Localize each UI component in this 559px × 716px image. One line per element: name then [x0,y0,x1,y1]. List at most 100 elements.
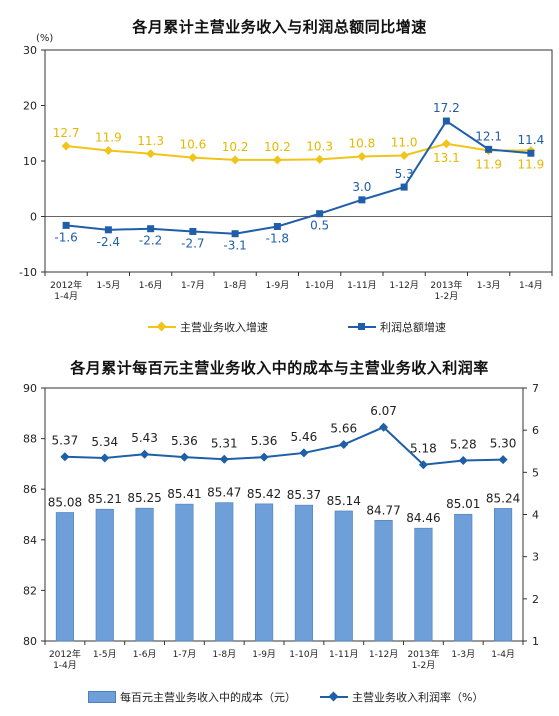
cost-bar-data-label-6: 85.37 [287,488,321,502]
growth-chart-panel: 各月累计主营业务收入与利润总额同比增速 (%) -10 0 10 20 30 2012年 1… [0,0,559,345]
margin-y2-tick-label-6: 7 [532,382,539,395]
growth-series-1-point-3 [189,227,197,235]
growth-series-1-data-label-9: 17.2 [433,101,460,115]
growth-series-0-point-6 [315,154,325,164]
cost-bar-11 [494,508,513,642]
growth-series-1-data-label-10: 12.1 [475,129,502,143]
growth-chart-svg: -10 0 10 20 30 2012年 1-4月 1-5月 1-6月 1-7月 1-8月 1-9月 1… [19,44,553,302]
growth-series-1-point-0 [62,221,70,229]
cost-x-tick-label-11: 1-4月 [491,649,515,660]
growth-series-0-point-3 [188,153,198,163]
cost-bar-7 [334,510,353,642]
margin-data-label-11: 5.30 [490,437,517,451]
legend-profit-margin-label: 主营业务收入利润率（%） [352,691,484,704]
growth-series-0-data-label-2: 11.3 [137,134,164,148]
margin-point-7 [339,440,349,450]
margin-y2-tick-label-2: 3 [532,551,539,564]
cost-bar-3 [175,503,194,642]
margin-line [64,426,504,466]
margin-point-5 [259,452,269,462]
growth-series-1-data-label-0: -1.6 [54,230,77,244]
growth-chart-title: 各月累计主营业务收入与利润总额同比增速 [132,18,427,36]
cost-y-tick-label-3: 86 [23,483,37,496]
growth-series-1-point-6 [316,210,324,218]
growth-series-1-data-label-7: 3.0 [352,180,371,194]
growth-series-1-point-4 [231,230,239,238]
growth-series-1-point-11 [527,149,535,157]
cost-bar-5 [255,503,274,642]
growth-series-1-point-9 [442,117,450,125]
legend-profit-growth: 利润总额增速 [348,319,446,335]
growth-x-tick-label-11: 1-4月 [519,280,543,291]
margin-point-9 [418,460,428,470]
growth-series-1-point-10 [485,145,493,153]
growth-series-0-data-label-6: 10.3 [306,139,333,153]
growth-series-0-data-label-7: 10.8 [349,137,376,151]
cost-bar-data-label-11: 85.24 [486,491,520,505]
growth-x-tick-label-2: 1-6月 [139,280,163,291]
growth-series-1-point-7 [358,196,366,204]
legend-profit-growth-label: 利润总额增速 [380,321,446,334]
cost-x-tick-label-8: 1-12月 [369,649,398,660]
legend-bar-swatch [88,691,116,703]
legend-revenue-growth: 主营业务收入增速 [148,319,268,335]
growth-x-tick-label-7: 1-11月 [347,280,376,291]
growth-x-tick-label-9: 2013年 1-2月 [430,279,462,302]
growth-y-tick-label-4: 30 [23,44,37,57]
growth-series-0-data-label-11: 11.9 [518,157,545,171]
margin-data-label-10: 5.28 [450,438,477,452]
cost-x-tick-label-4: 1-8月 [212,649,236,660]
growth-series-0-data-label-9: 13.1 [433,151,460,165]
growth-series-0-data-label-10: 11.9 [475,157,502,171]
cost-y-tick-label-0: 80 [23,635,37,648]
growth-series-0-point-7 [357,152,367,162]
margin-data-label-5: 5.36 [251,434,278,448]
growth-x-tick-label-5: 1-9月 [266,280,290,291]
growth-y-tick-label-1: 0 [30,211,37,224]
cost-x-tick-label-1: 1-5月 [93,649,117,660]
cost-bar-data-label-10: 85.01 [446,497,480,511]
growth-series-1-data-label-4: -3.1 [223,239,246,253]
cost-x-tick-label-9: 2013年 1-2月 [407,648,439,671]
growth-series-1-data-label-3: -2.7 [181,236,204,250]
cost-margin-chart-panel: 各月累计每百元主营业务收入中的成本与主营业务收入利润率 80 82 84 86 88 90… [0,345,559,716]
cost-x-tick-label-6: 1-10月 [289,649,318,660]
margin-point-0 [60,452,70,462]
cost-bar-1 [95,508,114,642]
cost-bar-4 [215,502,234,642]
margin-data-label-1: 5.34 [91,435,118,449]
growth-series-0-data-label-4: 10.2 [222,140,249,154]
margin-y2-tick-label-1: 2 [532,593,539,606]
cost-bar-6 [294,504,313,642]
legend-cost-per-hundred-label: 每百元主营业务收入中的成本（元） [120,691,296,704]
growth-series-1-data-label-8: 5.3 [395,167,414,181]
cost-y-tick-label-5: 90 [23,382,37,395]
cost-y-tick-label-1: 82 [23,584,37,597]
growth-x-tick-label-3: 1-7月 [181,280,205,291]
growth-series-1-data-label-2: -2.2 [139,234,162,248]
cost-bar-data-label-3: 85.41 [167,487,201,501]
growth-series-0-data-label-8: 11.0 [391,135,418,149]
cost-plot-frame [44,387,524,642]
margin-data-label-4: 5.31 [211,436,238,450]
cost-bar-10 [454,513,473,642]
cost-bar-9 [414,527,433,642]
growth-series-0-line [66,142,531,161]
growth-series-1-point-5 [273,222,281,230]
cost-bar-data-label-8: 84.77 [366,503,400,517]
margin-point-1 [100,453,110,463]
margin-point-2 [140,449,150,459]
legend-revenue-growth-label: 主营业务收入增速 [180,321,268,334]
growth-series-0-data-label-5: 10.2 [264,140,291,154]
legend-blue-square-marker [348,322,376,332]
margin-point-6 [299,448,309,458]
margin-point-3 [179,452,189,462]
margin-data-label-0: 5.37 [52,434,79,448]
growth-x-tick-label-6: 1-10月 [305,280,334,291]
cost-x-tick-label-7: 1-11月 [329,649,358,660]
growth-series-1-data-label-6: 0.5 [310,219,329,233]
growth-x-tick-label-10: 1-3月 [477,280,501,291]
cost-x-tick-label-2: 1-6月 [133,649,157,660]
growth-series-0-point-4 [230,155,240,165]
growth-x-tick-label-4: 1-8月 [223,280,247,291]
